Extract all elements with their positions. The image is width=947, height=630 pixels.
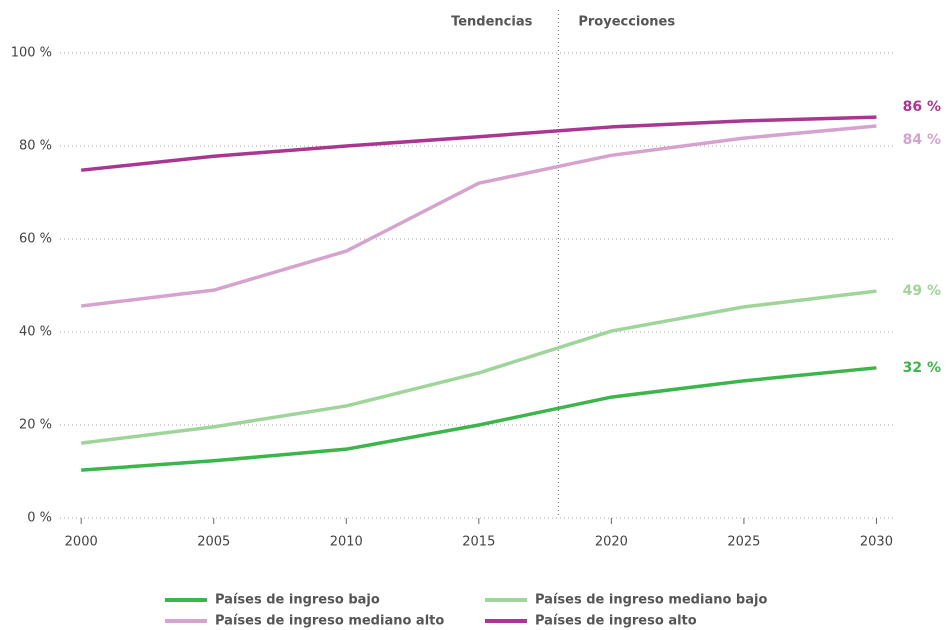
y-tick-label: 40 % (19, 325, 52, 340)
x-tick-label: 2015 (462, 535, 495, 550)
legend-label: Países de ingreso mediano bajo (535, 593, 767, 608)
x-tick-label: 2000 (65, 535, 98, 550)
series-line (80, 289, 877, 445)
divider-label: Proyecciones (578, 15, 675, 30)
series-line (81, 366, 877, 472)
y-tick-label: 20 % (19, 418, 52, 433)
y-tick-label: 80 % (19, 139, 52, 154)
x-tick-label: 2030 (860, 535, 893, 550)
end-label: 84 % (903, 132, 941, 148)
y-tick-label: 0 % (27, 511, 52, 526)
end-label: 49 % (903, 283, 941, 299)
divider-label: Tendencias (451, 15, 533, 30)
x-tick-label: 2010 (330, 535, 363, 550)
x-tick-label: 2005 (197, 535, 230, 550)
legend-label: Países de ingreso alto (535, 614, 697, 629)
y-tick-label: 60 % (19, 232, 52, 247)
x-tick-label: 2020 (595, 535, 628, 550)
end-label: 86 % (903, 99, 941, 115)
legend-label: Países de ingreso mediano alto (215, 614, 444, 629)
series-line (80, 124, 877, 308)
series-line (81, 115, 877, 172)
end-label: 32 % (903, 360, 941, 376)
legend-label: Países de ingreso bajo (215, 593, 380, 608)
x-tick-label: 2025 (727, 535, 760, 550)
y-tick-label: 100 % (11, 46, 52, 61)
